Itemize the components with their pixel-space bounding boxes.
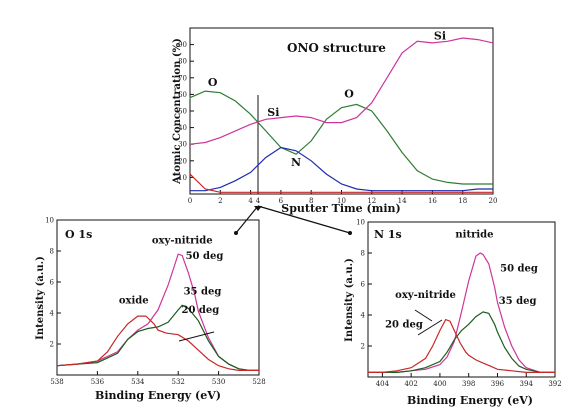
depth-xtick-label: 20 (489, 197, 498, 205)
depth-y-label: Atomic Concentration (%) (172, 38, 183, 185)
depth-annotation-n: N (291, 156, 301, 169)
n1s-ytick-label: 4 (361, 312, 366, 320)
connector-dot-left (234, 231, 238, 235)
o1s-annotation-20-deg: 20 deg (182, 305, 220, 316)
o1s-annotation-oxide: oxide (119, 296, 149, 307)
depth-ytick-label: 90 (178, 41, 187, 49)
n1s-panel: N 1s Binding Energy (eV) Intensity (a.u.… (344, 219, 562, 408)
depth-ytick-label: 30 (178, 141, 187, 149)
depth-annotation-si: Si (267, 106, 279, 119)
depth-ytick-label: 50 (178, 108, 187, 116)
o1s-xtick-label: 532 (172, 378, 185, 386)
o1s-ytick-label: 4 (50, 310, 55, 318)
o1s-xtick-label: 536 (91, 378, 105, 386)
depth-marker-label: 4 (256, 197, 261, 205)
n1s-xtick-label: 402 (404, 380, 417, 388)
depth-title: ONO structure (287, 41, 386, 55)
depth-xtick-label: 18 (458, 197, 467, 205)
depth-x-label: Sputter Time (min) (281, 202, 400, 215)
depth-xtick-label: 4 (248, 197, 253, 205)
n1s-series-50-deg (368, 252, 555, 373)
o1s-ytick-label: 10 (45, 217, 54, 225)
depth-xtick-label: 2 (218, 197, 222, 205)
depth-annotation-o: O (344, 88, 354, 101)
depth-ytick-label: 10 (178, 174, 187, 182)
o1s-20deg-pointer (178, 331, 215, 342)
o1s-annotation-35-deg: 35 deg (184, 286, 222, 297)
connector-to-n1s (257, 205, 351, 234)
depth-series-c (189, 173, 493, 193)
panel-connectors (234, 205, 352, 235)
depth-ytick-label: 60 (178, 91, 187, 99)
o1s-ytick-label: 6 (50, 279, 55, 287)
o1s-title: O 1s (65, 228, 92, 241)
n1s-20deg-pointer (417, 319, 443, 336)
depth-annotation-si: Si (434, 30, 446, 43)
o1s-series-35-deg (56, 304, 259, 371)
o1s-annotation-50-deg: 50 deg (186, 251, 224, 262)
depth-series-o (189, 90, 493, 185)
o1s-xtick-label: 530 (212, 378, 225, 386)
n1s-y-label: Intensity (a.u.) (344, 258, 355, 342)
n1s-ytick-label: 2 (361, 343, 365, 351)
o1s-panel: O 1s Binding Energy (eV) Intensity (a.u.… (35, 217, 266, 403)
depth-ytick-label: 40 (178, 124, 187, 132)
n1s-annotation-nitride: nitride (455, 230, 493, 241)
n1s-x-label: Binding Energy (eV) (407, 394, 533, 407)
o1s-plot-frame (56, 219, 260, 376)
n1s-annotation-20-deg: 20 deg (385, 319, 423, 330)
n1s-plot-frame (367, 221, 556, 378)
n1s-xtick-label: 394 (520, 380, 534, 388)
n1s-series-20-deg (368, 318, 555, 373)
n1s-xtick-label: 396 (491, 380, 505, 388)
connector-dot-right (348, 231, 352, 235)
n1s-annotation-35-deg: 35 deg (499, 296, 537, 307)
depth-xtick-label: 10 (337, 197, 346, 205)
depth-xtick-label: 16 (428, 197, 437, 205)
depth-profile-panel: ONO structure Sputter Time (min) Atomic … (172, 27, 498, 215)
depth-xtick-label: 12 (367, 197, 376, 205)
n1s-ytick-label: 10 (356, 219, 365, 227)
depth-series-si (189, 37, 494, 145)
depth-xtick-label: 0 (188, 197, 192, 205)
o1s-ytick-label: 8 (50, 248, 54, 256)
n1s-title: N 1s (374, 228, 402, 241)
depth-series-n (190, 146, 493, 192)
n1s-oxynitride-pointer (414, 309, 433, 322)
n1s-ytick-label: 8 (361, 250, 365, 258)
o1s-xtick-label: 538 (50, 378, 63, 386)
depth-ytick-label: 80 (178, 58, 187, 66)
o1s-series-20-deg (56, 315, 259, 371)
o1s-ytick-label: 2 (50, 341, 54, 349)
depth-xtick-label: 14 (398, 197, 407, 205)
o1s-annotation-oxy-nitride: oxy-nitride (152, 235, 213, 246)
o1s-xtick-label: 528 (252, 378, 265, 386)
o1s-x-label: Binding Energy (eV) (95, 389, 221, 402)
n1s-xtick-label: 400 (433, 380, 446, 388)
n1s-annotation-50-deg: 50 deg (500, 264, 538, 275)
n1s-xtick-label: 398 (462, 380, 475, 388)
o1s-y-label: Intensity (a.u.) (35, 256, 46, 340)
n1s-annotation-oxy-nitride: oxy-nitride (395, 290, 456, 301)
connector-arrowhead (254, 206, 262, 211)
n1s-series-35-deg (368, 311, 555, 373)
depth-ytick-label: 70 (178, 74, 187, 82)
n1s-ytick-label: 6 (361, 281, 366, 289)
o1s-series-50-deg (56, 253, 259, 371)
n1s-xtick-label: 392 (548, 380, 561, 388)
depth-annotation-o: O (208, 76, 218, 89)
o1s-xtick-label: 534 (131, 378, 145, 386)
depth-xtick-label: 8 (309, 197, 313, 205)
depth-xtick-label: 6 (279, 197, 284, 205)
depth-ytick-label: 20 (178, 157, 187, 165)
n1s-xtick-label: 404 (376, 380, 390, 388)
